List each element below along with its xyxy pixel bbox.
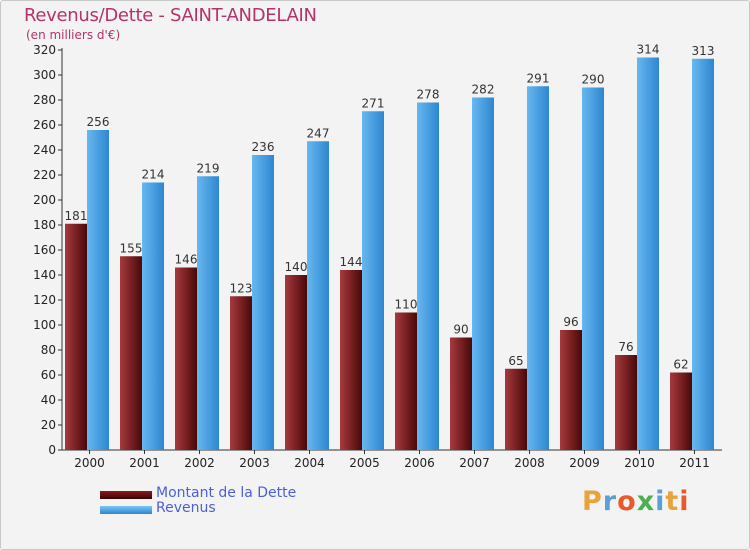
bar-dette <box>670 372 692 450</box>
x-tick-label: 2001 <box>129 456 160 470</box>
y-tick-label: 100 <box>33 318 56 332</box>
x-tick-label: 2004 <box>294 456 325 470</box>
y-tick-label: 120 <box>33 293 56 307</box>
data-label-revenus: 313 <box>692 44 715 58</box>
data-label-dette: 90 <box>453 323 468 337</box>
bar-dette <box>505 368 527 450</box>
y-tick-label: 140 <box>33 268 56 282</box>
data-label-revenus: 291 <box>527 71 550 85</box>
logo-letter: t <box>665 486 680 517</box>
y-tick-label: 80 <box>41 343 56 357</box>
bar-revenus <box>527 86 549 450</box>
bar-revenus <box>582 87 604 450</box>
y-tick-label: 40 <box>41 393 56 407</box>
data-label-revenus: 290 <box>582 73 605 87</box>
data-label-dette: 110 <box>395 298 418 312</box>
data-label-revenus: 219 <box>197 161 220 175</box>
bar-dette <box>395 312 417 450</box>
bar-dette <box>615 355 637 450</box>
bar-revenus <box>307 141 329 450</box>
x-tick-label: 2011 <box>679 456 710 470</box>
y-tick-label: 180 <box>33 218 56 232</box>
bar-dette <box>175 267 197 450</box>
chart-subtitle: (en milliers d'€) <box>26 28 121 42</box>
bar-dette <box>120 256 142 450</box>
legend-label-dette: Montant de la Dette <box>156 485 297 501</box>
data-label-revenus: 278 <box>417 88 440 102</box>
data-label-dette: 76 <box>618 340 633 354</box>
bar-revenus <box>142 182 164 450</box>
x-tick-label: 2005 <box>349 456 380 470</box>
data-label-dette: 144 <box>340 255 363 269</box>
bar-revenus <box>362 111 384 450</box>
data-label-dette: 123 <box>230 281 253 295</box>
y-tick-label: 260 <box>33 118 56 132</box>
y-tick-label: 160 <box>33 243 56 257</box>
logo-letter: i <box>655 486 666 517</box>
data-label-dette: 62 <box>673 358 688 372</box>
y-tick-label: 280 <box>33 93 56 107</box>
y-tick-label: 320 <box>33 43 56 57</box>
proxiti-logo: Proxiti <box>582 486 690 517</box>
logo-letter: i <box>679 486 690 517</box>
legend-swatch-revenus <box>100 506 152 514</box>
bar-revenus <box>692 58 714 450</box>
data-label-revenus: 314 <box>637 43 660 57</box>
y-tick-label: 200 <box>33 193 56 207</box>
legend-swatch-dette <box>100 491 152 499</box>
bar-revenus <box>472 97 494 450</box>
data-label-dette: 140 <box>285 260 308 274</box>
data-label-dette: 96 <box>563 315 578 329</box>
y-tick-label: 0 <box>48 443 56 457</box>
x-tick-label: 2006 <box>404 456 435 470</box>
bar-revenus <box>417 102 439 450</box>
logo-letter: P <box>582 486 603 517</box>
x-tick-label: 2007 <box>459 456 490 470</box>
y-tick-label: 60 <box>41 368 56 382</box>
data-label-revenus: 214 <box>142 168 165 182</box>
data-label-revenus: 256 <box>87 115 110 129</box>
bar-dette <box>65 223 87 450</box>
bar-revenus <box>197 176 219 450</box>
logo-letter: o <box>617 486 637 517</box>
legend-label-revenus: Revenus <box>156 500 216 516</box>
chart-title: Revenus/Dette - SAINT-ANDELAIN <box>24 5 317 26</box>
x-tick-label: 2010 <box>624 456 655 470</box>
logo-letter: x <box>636 486 656 517</box>
bar-dette <box>285 275 307 450</box>
x-tick-label: 2000 <box>74 456 105 470</box>
logo-letter: r <box>602 486 618 517</box>
x-tick-label: 2009 <box>569 456 600 470</box>
y-tick-label: 240 <box>33 143 56 157</box>
data-label-revenus: 236 <box>252 140 275 154</box>
bar-dette <box>560 330 582 450</box>
bar-revenus <box>252 155 274 450</box>
bar-dette <box>450 337 472 450</box>
x-tick-label: 2002 <box>184 456 215 470</box>
bar-revenus <box>87 130 109 450</box>
data-label-dette: 65 <box>508 354 523 368</box>
data-label-dette: 181 <box>65 209 88 223</box>
data-label-revenus: 282 <box>472 83 495 97</box>
x-tick-label: 2008 <box>514 456 545 470</box>
data-label-revenus: 247 <box>307 126 330 140</box>
data-label-dette: 146 <box>175 253 198 267</box>
bar-dette <box>230 296 252 450</box>
bar-dette <box>340 270 362 450</box>
y-tick-label: 20 <box>41 418 56 432</box>
y-tick-label: 220 <box>33 168 56 182</box>
bar-revenus <box>637 57 659 450</box>
x-tick-label: 2003 <box>239 456 270 470</box>
data-label-revenus: 271 <box>362 96 385 110</box>
y-tick-label: 300 <box>33 68 56 82</box>
data-label-dette: 155 <box>120 241 143 255</box>
